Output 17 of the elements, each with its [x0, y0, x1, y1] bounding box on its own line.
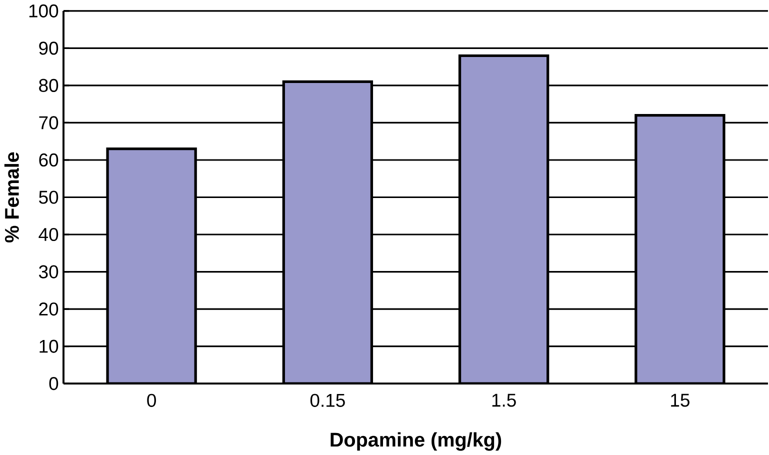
x-tick-label: 0 [147, 394, 156, 407]
y-tick-label: 50 [39, 190, 58, 204]
x-tick-label: 0.15 [310, 394, 345, 407]
y-tick-label: 100 [29, 4, 58, 18]
x-axis-title: Dopamine (mg/kg) [330, 432, 502, 451]
x-tick-label: 1.5 [492, 394, 516, 407]
y-tick-label: 60 [39, 153, 58, 166]
y-tick-label: 0 [49, 376, 58, 390]
y-tick-label: 10 [40, 340, 58, 353]
y-tick-label: 40 [38, 228, 58, 241]
x-tick-label: 15 [671, 394, 690, 407]
y-tick-label: 80 [39, 78, 58, 92]
y-axis-title: % Female [4, 152, 19, 242]
y-tick-label: 70 [39, 116, 58, 130]
y-tick-label: 30 [38, 265, 58, 278]
y-tick-label: 90 [39, 42, 58, 55]
y-tick-label: 20 [39, 302, 58, 316]
